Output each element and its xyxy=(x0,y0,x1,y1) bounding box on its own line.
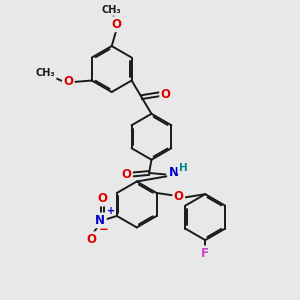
Text: O: O xyxy=(87,233,97,246)
Text: O: O xyxy=(174,190,184,203)
Text: O: O xyxy=(122,168,131,181)
Text: O: O xyxy=(161,88,171,101)
Text: +: + xyxy=(107,206,116,216)
Text: N: N xyxy=(95,214,105,227)
Text: CH₃: CH₃ xyxy=(102,4,122,14)
Text: −: − xyxy=(99,223,109,236)
Text: H: H xyxy=(178,163,188,173)
Text: N: N xyxy=(169,167,178,179)
Text: F: F xyxy=(201,247,209,260)
Text: O: O xyxy=(111,18,121,31)
Text: O: O xyxy=(63,76,73,88)
Text: CH₃: CH₃ xyxy=(36,68,56,78)
Text: O: O xyxy=(98,192,108,205)
